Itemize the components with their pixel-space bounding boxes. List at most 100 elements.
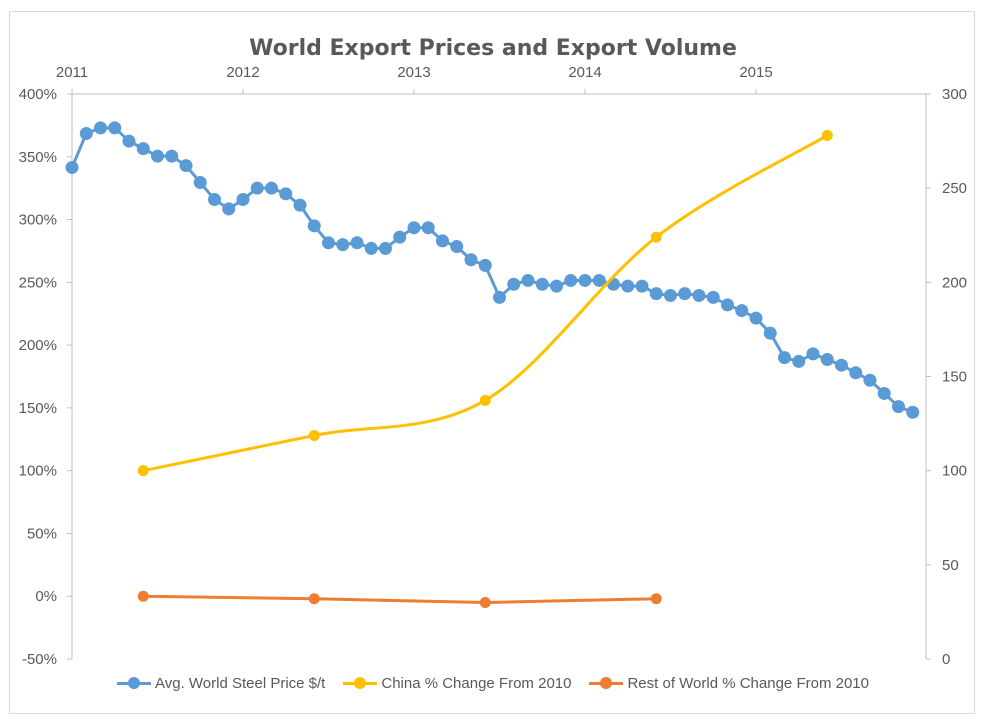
series-1 (137, 129, 833, 477)
x-tick-label: 2014 (568, 64, 601, 81)
y-right-tick-label: 300 (942, 86, 967, 103)
data-point (94, 121, 107, 135)
data-point (464, 253, 478, 267)
data-point (635, 279, 649, 293)
data-point (749, 311, 763, 325)
y-left-tick-label: 300% (19, 212, 57, 229)
data-point (735, 304, 749, 318)
y-right-tick-label: 150 (942, 369, 967, 386)
axes: 2011 2012 2013 2014 2015 400% 350% 300% 250% 200%… (19, 64, 967, 668)
y-left-tick-label: 350% (19, 149, 57, 166)
legend-item: China % Change From 2010 (343, 675, 571, 692)
data-point (649, 287, 663, 301)
y-right-tick-label: 250 (942, 180, 967, 197)
data-point (621, 279, 635, 293)
legend-label: Avg. World Steel Price $/t (155, 674, 326, 692)
data-point (806, 347, 820, 361)
data-point (721, 298, 734, 312)
y-left-tick-label: 150% (19, 400, 57, 417)
y-left-tick-label: 0% (35, 588, 57, 605)
data-point (421, 221, 435, 235)
legend-item: Avg. World Steel Price $/t (117, 675, 325, 692)
series-line (142, 134, 829, 473)
data-point (265, 181, 278, 195)
data-point (165, 149, 179, 163)
data-point (521, 273, 535, 287)
data-point (151, 149, 164, 163)
data-point (835, 358, 848, 372)
data-point (350, 236, 364, 250)
legend-marker-icon (117, 677, 151, 689)
data-point (706, 290, 720, 304)
legend-marker-icon (589, 677, 624, 689)
data-point (493, 290, 506, 304)
y-left-tick-label: 250% (19, 274, 57, 291)
data-point (308, 430, 320, 442)
legend: Avg. World Steel Price $/t China % Change… (0, 669, 986, 697)
data-point (193, 176, 207, 190)
data-point (479, 597, 491, 608)
data-point (179, 159, 193, 173)
data-point (108, 121, 122, 135)
data-point (79, 127, 93, 141)
data-point (136, 142, 150, 156)
x-tick-label: 2011 (56, 64, 88, 81)
data-point (820, 353, 834, 367)
data-point (393, 230, 407, 244)
data-point (892, 400, 905, 414)
data-point (863, 373, 877, 387)
legend-marker-icon (343, 677, 378, 689)
x-tick-label: 2013 (397, 64, 430, 81)
x-tick-label: 2015 (739, 64, 772, 81)
data-point (550, 279, 563, 293)
data-point (906, 405, 920, 419)
data-point (137, 590, 149, 602)
y-left-tick-label: -50% (22, 651, 57, 668)
data-point (122, 134, 136, 148)
data-point (364, 241, 378, 255)
y-left-tick-label: 400% (19, 86, 57, 103)
data-point (877, 386, 891, 400)
data-point (578, 273, 592, 287)
legend-label: Rest of World % Change From 2010 (627, 674, 869, 692)
chart-title: World Export Prices and Export Volume (249, 36, 737, 61)
data-point (564, 273, 578, 287)
data-point (308, 593, 320, 605)
data-point (208, 192, 221, 206)
series-line (143, 594, 657, 604)
data-point (650, 593, 662, 605)
data-point (236, 192, 250, 206)
data-point (379, 241, 392, 255)
y-left-tick-label: 100% (19, 463, 57, 480)
data-point (507, 277, 521, 291)
data-point (450, 240, 464, 254)
data-point (478, 258, 492, 272)
data-point (279, 187, 293, 201)
data-point (137, 465, 149, 477)
y-left-tick-label: 200% (19, 337, 57, 354)
y-right-tick-label: 100 (942, 463, 967, 480)
data-point (763, 326, 777, 340)
data-point (592, 273, 606, 287)
data-point (479, 394, 491, 406)
y-right-tick-label: 200 (942, 274, 967, 291)
data-point (336, 238, 350, 252)
data-point (222, 202, 236, 216)
x-tick-label: 2012 (226, 64, 259, 81)
data-point (664, 289, 677, 303)
data-point (692, 289, 706, 303)
data-point (65, 160, 79, 174)
data-point (535, 277, 549, 291)
data-point (250, 181, 264, 195)
series-0 (65, 121, 920, 419)
series-layer (65, 121, 920, 608)
y-right-tick-label: 0 (942, 651, 950, 668)
data-point (650, 231, 662, 243)
y-right-tick-label: 50 (942, 557, 959, 574)
data-point (322, 236, 335, 250)
data-point (821, 129, 833, 141)
legend-item: Rest of World % Change From 2010 (589, 675, 869, 692)
data-point (792, 354, 806, 368)
data-point (678, 287, 692, 301)
